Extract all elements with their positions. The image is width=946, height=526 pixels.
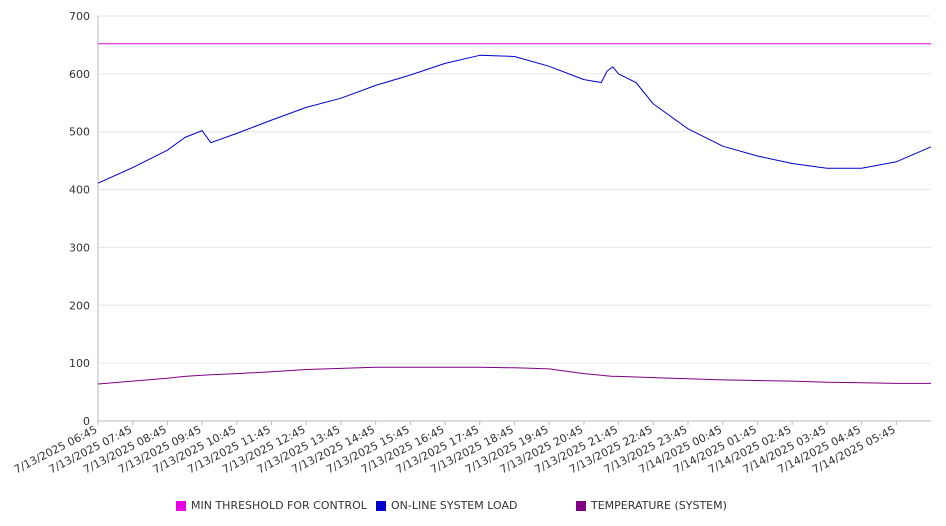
legend-swatch-temperature xyxy=(576,500,586,511)
y-axis-ticks: 0 100 200 300 400 500 600 700 xyxy=(69,10,90,428)
y-tick-label-200: 200 xyxy=(69,299,90,312)
series-lines xyxy=(97,43,932,385)
x-axis-ticks: 7/13/2025 06:457/13/2025 07:457/13/2025 … xyxy=(12,421,898,476)
y-tick-label-500: 500 xyxy=(69,126,90,139)
legend: MIN THRESHOLD FOR CONTROL ON-LINE SYSTEM… xyxy=(0,499,946,515)
line-chart: 0 100 200 300 400 500 600 700 7/13/2025 06:457/… xyxy=(12,10,932,476)
legend-label-min-threshold: MIN THRESHOLD FOR CONTROL xyxy=(191,499,367,512)
legend-item-system-load[interactable]: ON-LINE SYSTEM LOAD xyxy=(376,499,517,512)
legend-item-temperature[interactable]: TEMPERATURE (SYSTEM) xyxy=(576,499,727,512)
series-line-1 xyxy=(97,54,932,184)
legend-swatch-system-load xyxy=(376,500,386,511)
y-tick-label-600: 600 xyxy=(69,68,90,81)
legend-label-temperature: TEMPERATURE (SYSTEM) xyxy=(591,499,727,512)
legend-label-system-load: ON-LINE SYSTEM LOAD xyxy=(391,499,518,512)
axes xyxy=(97,16,931,422)
y-tick-label-300: 300 xyxy=(69,241,90,254)
legend-swatch-min-threshold xyxy=(176,500,186,511)
y-tick-label-100: 100 xyxy=(69,357,90,370)
grid-lines xyxy=(98,15,931,364)
legend-item-min-threshold[interactable]: MIN THRESHOLD FOR CONTROL xyxy=(176,499,367,512)
series-line-2 xyxy=(97,366,931,385)
y-tick-label-0: 0 xyxy=(83,415,90,428)
y-tick-label-400: 400 xyxy=(69,184,90,197)
y-tick-label-700: 700 xyxy=(69,10,90,23)
